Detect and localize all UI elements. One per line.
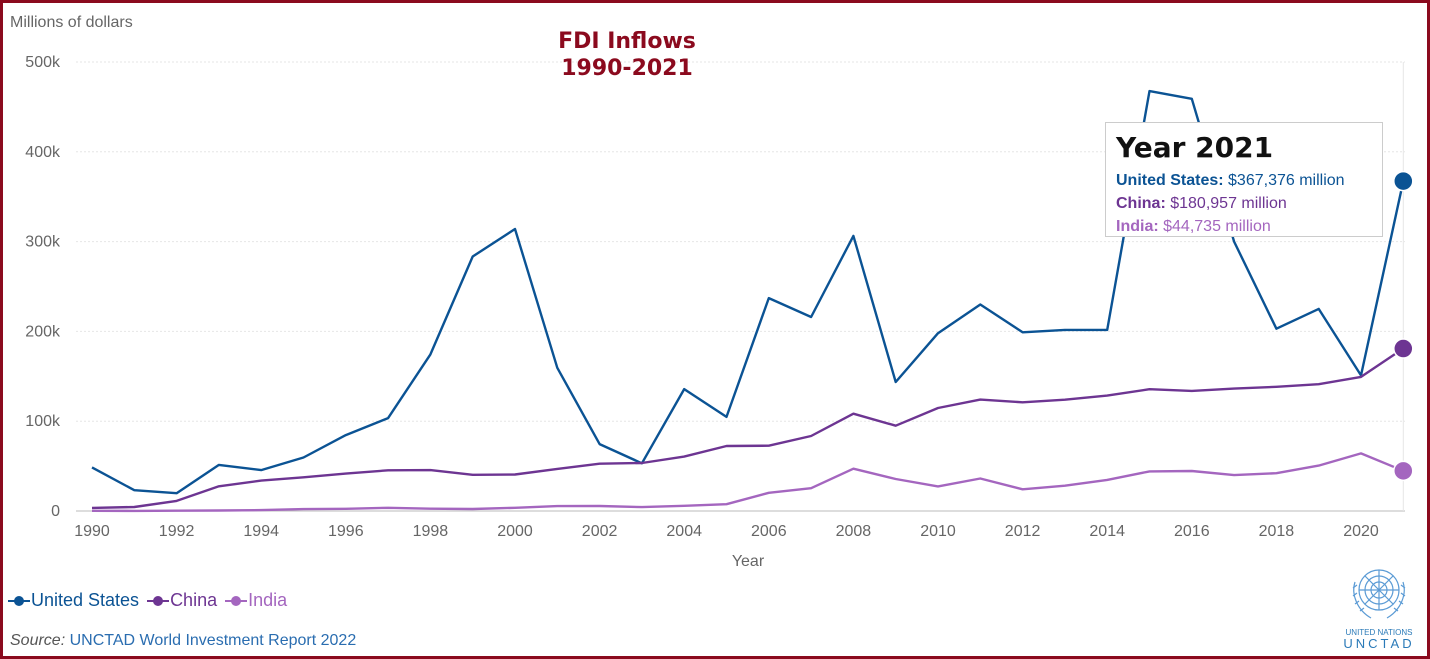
source-link[interactable]: UNCTAD World Investment Report 2022: [69, 632, 357, 649]
legend-marker-icon: [8, 595, 30, 607]
x-tick-label: 1996: [328, 523, 364, 540]
x-tick-label: 1998: [413, 523, 449, 540]
y-tick-label: 0: [51, 503, 60, 520]
tooltip-row-us: United States: $367,376 million: [1116, 169, 1372, 192]
x-tick-label: 2014: [1089, 523, 1125, 540]
hover-tooltip: Year 2021 United States: $367,376 millio…: [1105, 122, 1383, 237]
series-line-china: [91, 347, 1404, 510]
tooltip-country: China:: [1116, 195, 1166, 212]
logo-line1: UNITED NATIONS: [1345, 628, 1413, 637]
y-tick-label: 200k: [25, 323, 61, 340]
logo-line2: UNCTAD: [1343, 636, 1415, 651]
tooltip-country: United States:: [1116, 172, 1224, 189]
tooltip-row-india: India: $44,735 million: [1116, 215, 1372, 238]
tooltip-country: India:: [1116, 218, 1159, 235]
y-axis-title: Millions of dollars: [10, 14, 133, 31]
x-tick-label: 2004: [666, 523, 702, 540]
series-lines: [91, 89, 1405, 513]
legend-item-united-states[interactable]: United States: [8, 590, 139, 611]
x-axis-ticks: 1990 1992 1994 1996 1998 2000 2002 2004 2006 2008…: [74, 523, 1379, 540]
un-emblem-icon: [1352, 569, 1406, 619]
source-note: Source: UNCTAD World Investment Report 2…: [10, 632, 356, 650]
x-tick-label: 2010: [920, 523, 956, 540]
gridlines: [76, 61, 1405, 512]
x-axis-title: Year: [732, 553, 765, 570]
tooltip-year: Year 2021: [1116, 131, 1274, 164]
tooltip-value: $180,957 million: [1170, 195, 1287, 212]
y-tick-label: 500k: [25, 54, 61, 71]
legend-item-india[interactable]: India: [225, 590, 287, 611]
legend: United States China India: [8, 590, 287, 611]
x-tick-label: 1994: [243, 523, 279, 540]
chart-title-line2: 1990-2021: [561, 56, 693, 81]
legend-label: United States: [31, 590, 140, 610]
y-axis-ticks: 0 100k 200k 300k 400k 500k: [25, 54, 61, 520]
legend-label: India: [248, 590, 288, 610]
x-tick-label: 2008: [836, 523, 872, 540]
endpoint-marker-united-states: [1393, 170, 1414, 192]
chart-title-line1: FDI Inflows: [558, 29, 696, 54]
x-tick-label: 2020: [1343, 523, 1379, 540]
series-line-india: [91, 452, 1404, 513]
y-tick-label: 100k: [25, 413, 61, 430]
x-tick-label: 2000: [497, 523, 533, 540]
series-endpoints: [1393, 170, 1414, 482]
endpoint-marker-india: [1393, 460, 1414, 482]
x-tick-label: 1992: [159, 523, 195, 540]
legend-marker-icon: [147, 595, 170, 607]
x-tick-label: 2006: [751, 523, 787, 540]
x-tick-label: 1990: [74, 523, 110, 540]
x-tick-label: 2018: [1259, 523, 1295, 540]
tooltip-value: $367,376 million: [1228, 172, 1345, 189]
y-tick-label: 400k: [25, 144, 61, 161]
chart-title: FDI Inflows 1990-2021: [527, 28, 727, 82]
un-unctad-logo: UNITED NATIONS UNCTAD: [1338, 560, 1420, 656]
x-tick-label: 2016: [1174, 523, 1210, 540]
legend-item-china[interactable]: China: [147, 590, 217, 611]
tooltip-value: $44,735 million: [1163, 218, 1271, 235]
legend-marker-icon: [225, 595, 248, 607]
x-tick-label: 2012: [1005, 523, 1041, 540]
x-tick-label: 2002: [582, 523, 618, 540]
y-tick-label: 300k: [25, 234, 61, 251]
tooltip-row-china: China: $180,957 million: [1116, 192, 1372, 215]
series-line-united-states: [91, 89, 1405, 495]
endpoint-marker-china: [1393, 338, 1414, 359]
source-prefix: Source:: [10, 632, 66, 649]
legend-label: China: [170, 590, 218, 610]
